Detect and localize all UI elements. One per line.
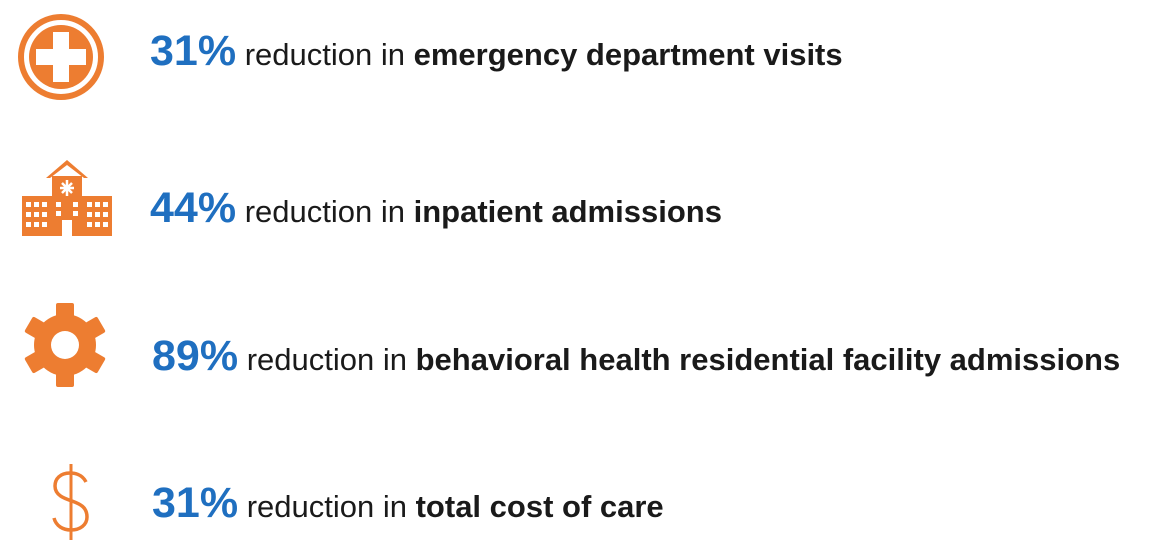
label: reduction in: [246, 489, 407, 524]
subject: inpatient admissions: [413, 194, 722, 229]
stat-row: 31% reduction in total cost of care: [152, 475, 1142, 535]
stat-row: 89% reduction in behavioral health resid…: [152, 328, 1142, 388]
label: reduction in: [246, 342, 407, 377]
subject: behavioral health residential facility a…: [415, 342, 1121, 377]
gear-icon: [24, 303, 106, 387]
stat: 89%: [152, 332, 239, 380]
stat-row: 31% reduction in emergency department vi…: [150, 23, 1140, 83]
dollar-icon: [52, 464, 89, 540]
hospital-icon: [22, 160, 112, 236]
subject: emergency department visits: [413, 37, 843, 72]
label: reduction in: [244, 194, 405, 229]
stat: 31%: [150, 27, 237, 75]
plus-icon: [18, 14, 104, 100]
label: reduction in: [244, 37, 405, 72]
subject: total cost of care: [415, 489, 664, 524]
stat: 44%: [150, 184, 237, 232]
stat-row: 44% reduction in inpatient admissions: [150, 180, 1140, 240]
stat: 31%: [152, 479, 239, 527]
